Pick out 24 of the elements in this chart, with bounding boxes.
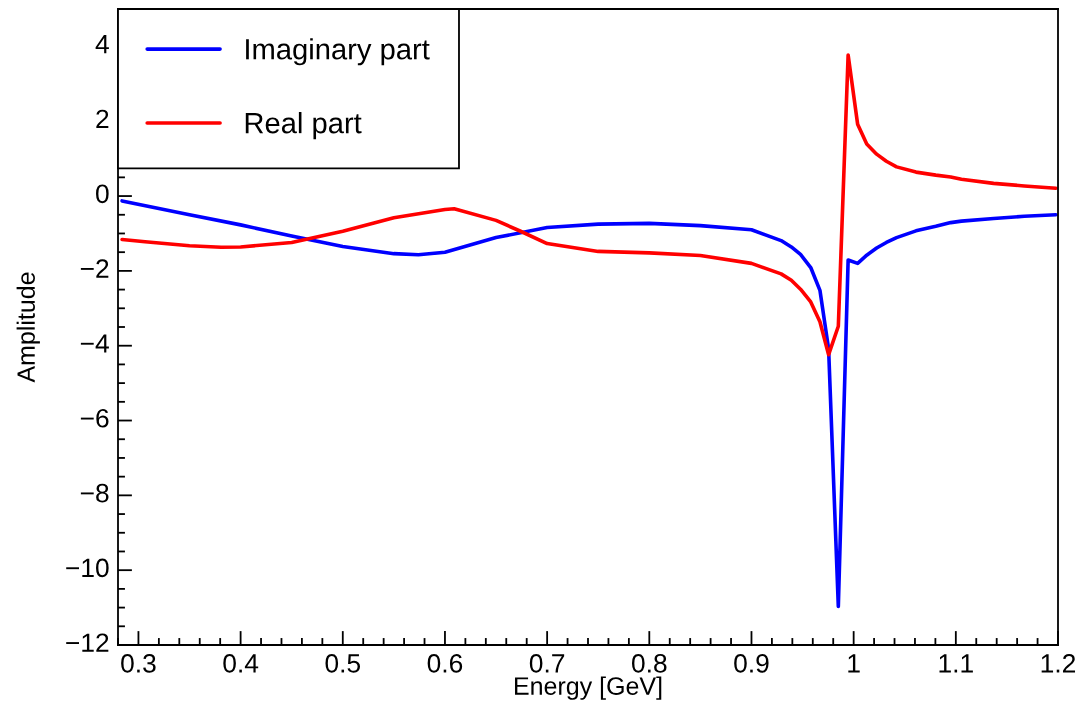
x-tick-label: 0.9 — [734, 654, 769, 673]
y-tick-label: −2 — [80, 259, 109, 278]
x-tick-label: 0.6 — [427, 654, 463, 673]
y-tick-label: −4 — [80, 334, 109, 353]
y-tick-label: 0 — [96, 184, 109, 204]
x-tick-label: 1 — [848, 654, 860, 673]
x-tick-label: 0.4 — [223, 654, 259, 673]
y-tick-label: 4 — [95, 35, 109, 54]
legend-label: Imaginary part — [246, 38, 430, 66]
y-tick-label: 2 — [96, 109, 109, 129]
x-tick-label: 0.7 — [529, 654, 565, 673]
x-tick-label: 1.1 — [939, 654, 973, 673]
x-tick-label: 0.5 — [325, 654, 361, 673]
y-tick-label: −12 — [66, 633, 109, 652]
y-tick-label: −10 — [66, 558, 109, 578]
x-axis-title: Energy [GeV] — [515, 676, 662, 700]
y-tick-label: −6 — [80, 408, 109, 428]
x-tick-label: 0.3 — [121, 654, 156, 673]
y-axis-title: Amplitude — [16, 272, 40, 383]
line-series — [120, 199, 1058, 609]
x-tick-label: 0.8 — [631, 654, 667, 673]
legend-label: Real part — [245, 112, 362, 140]
x-tick-label: 1.2 — [1041, 654, 1076, 673]
y-tick-label: −8 — [80, 483, 109, 503]
